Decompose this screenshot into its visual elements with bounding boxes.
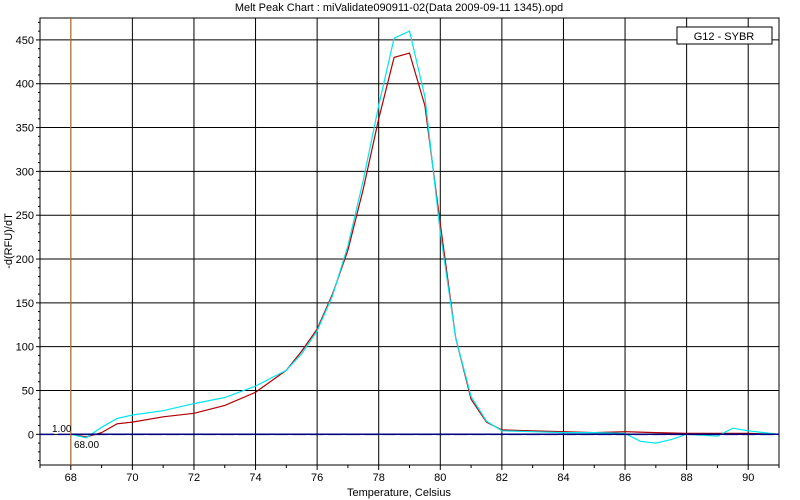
y-tick-label: 100 — [16, 342, 34, 354]
y-tick-label: 250 — [16, 210, 34, 222]
y-tick-label: 0 — [28, 429, 34, 441]
x-tick-label: 82 — [496, 472, 508, 484]
series-line — [70, 30, 780, 444]
legend: G12 - SYBR — [676, 26, 773, 45]
y-tick-label: 400 — [16, 79, 34, 91]
x-tick-label: 76 — [311, 472, 323, 484]
x-axis-title: Temperature, Celsius — [347, 487, 451, 499]
chart-title: Melt Peak Chart : miValidate090911-02(Da… — [235, 2, 563, 14]
x-tick-label: 78 — [373, 472, 385, 484]
series-layer — [40, 30, 780, 444]
series-line — [70, 52, 780, 438]
y-tick-label: 350 — [16, 123, 34, 135]
y-tick-label: 300 — [16, 166, 34, 178]
x-tick-label: 74 — [249, 472, 261, 484]
legend-box — [676, 26, 773, 45]
legend-entry: G12 - SYBR — [694, 31, 755, 43]
x-tick-label: 80 — [434, 472, 446, 484]
y-tick-label: 200 — [16, 254, 34, 266]
axis-ticks: 68 70 72 74 76 78 80 82 84 86 88 90 0 50 100 150 200 250 3… — [16, 21, 780, 484]
y-axis-title: -d(RFU)/dT — [3, 213, 15, 269]
marker-y-label: 1.00 — [52, 424, 72, 435]
x-tick-label: 70 — [126, 472, 138, 484]
y-tick-label: 450 — [16, 35, 34, 47]
y-tick-label: 150 — [16, 298, 34, 310]
x-tick-label: 72 — [188, 472, 200, 484]
y-tick-label: 50 — [22, 386, 34, 398]
x-tick-label: 90 — [742, 472, 754, 484]
plot-area — [39, 17, 780, 466]
x-tick-label: 86 — [619, 472, 631, 484]
x-tick-label: 88 — [681, 472, 693, 484]
x-tick-label: 68 — [65, 472, 77, 484]
x-tick-label: 84 — [557, 472, 569, 484]
marker-x-label: 68.00 — [74, 440, 99, 451]
